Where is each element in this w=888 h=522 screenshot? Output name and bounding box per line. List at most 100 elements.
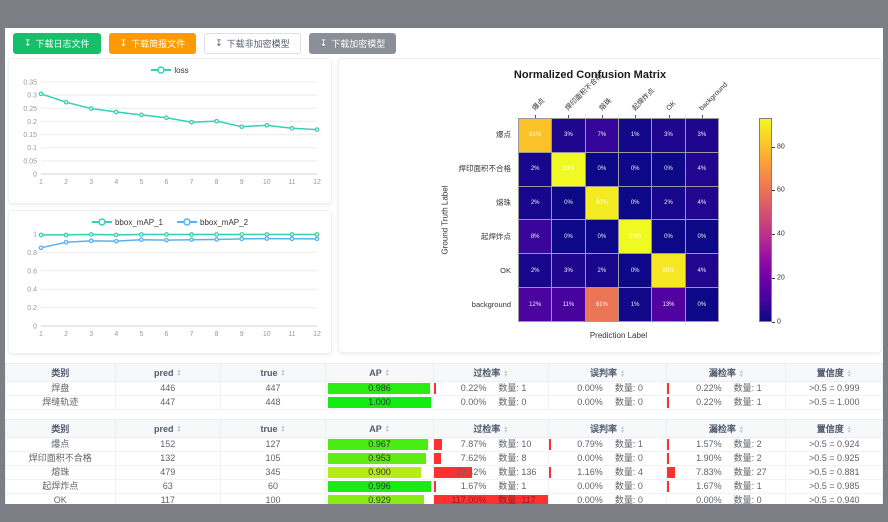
map-chart-plot: 0 0.2 0.4 0.6 0.8 1 1 2 3 4 5 6 7 8 9 10 11 12 (9, 227, 331, 346)
column-header-confidence[interactable]: 置信度 ▲ ▼ (785, 419, 883, 438)
matrix-cell: 0% (652, 220, 685, 254)
download-plain-model-label: 下载非加密模型 (226, 39, 290, 49)
legend-item-bbox_mAP_1[interactable]: bbox_mAP_1 (91, 217, 163, 227)
svg-text:0.4: 0.4 (27, 287, 37, 294)
colorbar-tick-label: 80 (777, 143, 785, 151)
column-header-ap[interactable]: AP ▲ ▼ (325, 363, 434, 382)
sort-carets-icon[interactable]: ▲ ▼ (384, 424, 390, 435)
matrix-cell-value: 0% (597, 233, 607, 240)
cell-true: 105 (219, 451, 327, 466)
cell-class: 爆点 (5, 437, 116, 452)
column-header-miss[interactable]: 漏检率 ▲ ▼ (666, 419, 787, 438)
rate-count: 数量: 0 (614, 383, 643, 393)
legend-item-loss[interactable]: loss (151, 65, 189, 75)
sort-carets-icon[interactable]: ▲ ▼ (620, 424, 625, 435)
cell-confidence: >0.5 = 1.000 (785, 395, 883, 410)
column-header-misjudge[interactable]: 误判率 ▲ ▼ (547, 363, 668, 382)
svg-text:2: 2 (64, 179, 68, 186)
matrix-cell-value: 0% (564, 233, 573, 240)
table-row: OK 117 100 0.929 117.00% 数量: 117 0.00% 数量: 0 0.0… (5, 493, 883, 504)
column-header-pred[interactable]: pred ▲ ▼ (114, 419, 221, 438)
matrix-cell-value: 4% (697, 200, 707, 207)
sort-carets-icon[interactable]: ▲ ▼ (738, 368, 744, 379)
matrix-cell: 0% (585, 152, 618, 186)
svg-text:1: 1 (39, 331, 43, 338)
download-plain-model-button[interactable]: ↧ 下载非加密模型 (204, 33, 301, 54)
rate-bar (667, 397, 670, 408)
cell-confidence: >0.5 = 0.985 (785, 479, 883, 494)
table-row: 熔珠 479 345 0.900 39.42% 数量: 136 1.16% 数量: 4 7.83… (5, 465, 883, 480)
sort-carets-icon[interactable]: ▲ ▼ (503, 368, 509, 379)
column-header-overkill[interactable]: 过检率 ▲ ▼ (432, 419, 549, 438)
rate-count: 数量: 136 (498, 467, 537, 477)
cell-miss: 7.83% 数量: 27 (666, 465, 787, 480)
loss-chart-legend: loss (9, 59, 331, 75)
matrix-cell-value: 89% (662, 267, 675, 274)
rate-count: 数量: 27 (733, 467, 767, 477)
matrix-cell-value: 93% (562, 166, 575, 173)
sort-carets-icon[interactable]: ▲ ▼ (738, 424, 744, 435)
download-log-button[interactable]: ↧ 下载日志文件 (13, 33, 101, 54)
svg-text:4: 4 (114, 179, 118, 186)
sort-carets-icon[interactable]: ▲ ▼ (846, 424, 852, 435)
sort-carets-icon[interactable]: ▲ ▼ (280, 424, 286, 435)
column-header-confidence[interactable]: 置信度 ▲ ▼ (785, 363, 883, 382)
column-header-label: pred (154, 367, 174, 378)
rate-count: 数量: 2 (733, 439, 762, 449)
matrix-cell-value: 11% (562, 301, 575, 308)
cell-true: 127 (219, 437, 327, 452)
cell-misjudge: 0.00% 数量: 0 (547, 381, 668, 396)
cell-overkill: 1.67% 数量: 1 (432, 479, 549, 494)
colorbar-tick (772, 278, 775, 280)
sort-carets-icon[interactable]: ▲ ▼ (280, 368, 286, 379)
matrix-col-tick (668, 115, 670, 118)
svg-text:0.8: 0.8 (27, 250, 37, 257)
cell-confidence: >0.5 = 0.999 (785, 381, 883, 396)
svg-text:1: 1 (33, 232, 37, 239)
matrix-cell-value: 2% (530, 200, 540, 207)
cell-confidence: >0.5 = 0.925 (785, 451, 883, 466)
svg-text:0.2: 0.2 (27, 305, 37, 312)
matrix-col-label: OK (665, 100, 678, 113)
matrix-cell-value: 3% (564, 267, 573, 274)
matrix-cell-value: 12% (529, 301, 542, 308)
column-header-label: 误判率 (590, 368, 618, 378)
rate-bar (667, 467, 676, 478)
rate-percent: 1.57% (696, 439, 722, 449)
sort-carets-icon[interactable]: ▲ ▼ (620, 368, 625, 379)
matrix-cell: 0% (552, 220, 585, 254)
cell-class: OK (5, 493, 116, 504)
column-header-misjudge[interactable]: 误判率 ▲ ▼ (547, 419, 668, 438)
cell-overkill: 0.22% 数量: 1 (432, 381, 549, 396)
column-header-true[interactable]: true ▲ ▼ (219, 363, 327, 382)
download-encrypted-model-button[interactable]: ↧ 下载加密模型 (308, 33, 397, 54)
legend-item-bbox_mAP_2[interactable]: bbox_mAP_2 (177, 217, 248, 227)
matrix-cell: 81% (519, 119, 552, 152)
matrix-cell-value: 0% (697, 233, 707, 240)
rate-percent: 39.42% (455, 467, 487, 477)
rate-percent: 0.22% (460, 383, 487, 393)
sort-carets-icon[interactable]: ▲ ▼ (846, 368, 852, 379)
rate-count: 数量: 0 (614, 397, 643, 407)
matrix-cell-value: 3% (697, 132, 707, 139)
download-report-button[interactable]: ↧ 下载简报文件 (108, 33, 197, 54)
rate-percent: 0.00% (460, 397, 487, 407)
matrix-cell-value: 90% (595, 200, 608, 207)
sort-carets-icon[interactable]: ▲ ▼ (176, 424, 182, 435)
sort-carets-icon[interactable]: ▲ ▼ (384, 368, 390, 379)
ap-bar: 0.900 (328, 467, 431, 478)
column-header-pred[interactable]: pred ▲ ▼ (114, 363, 221, 382)
column-header-miss[interactable]: 漏检率 ▲ ▼ (666, 363, 787, 382)
sort-carets-icon[interactable]: ▲ ▼ (176, 368, 182, 379)
svg-text:4: 4 (114, 331, 118, 338)
column-header-label: 误判率 (590, 424, 618, 434)
results-table-2: 类别 pred ▲ ▼ true ▲ ▼ AP ▲ ▼ 过检率 ▲ ▼ 误判率 ▲ ▼ 漏检率 ▲ ▼ 置信度 ▲ ▼ 爆点… (5, 419, 883, 504)
column-header-label: pred (154, 423, 174, 434)
sort-carets-icon[interactable]: ▲ ▼ (503, 424, 509, 435)
rate-count: 数量: 4 (614, 467, 643, 477)
column-header-overkill[interactable]: 过检率 ▲ ▼ (432, 363, 549, 382)
column-header-label: 漏检率 (708, 368, 736, 378)
rate-count: 数量: 117 (498, 495, 536, 504)
column-header-ap[interactable]: AP ▲ ▼ (325, 419, 434, 438)
column-header-true[interactable]: true ▲ ▼ (219, 419, 327, 438)
